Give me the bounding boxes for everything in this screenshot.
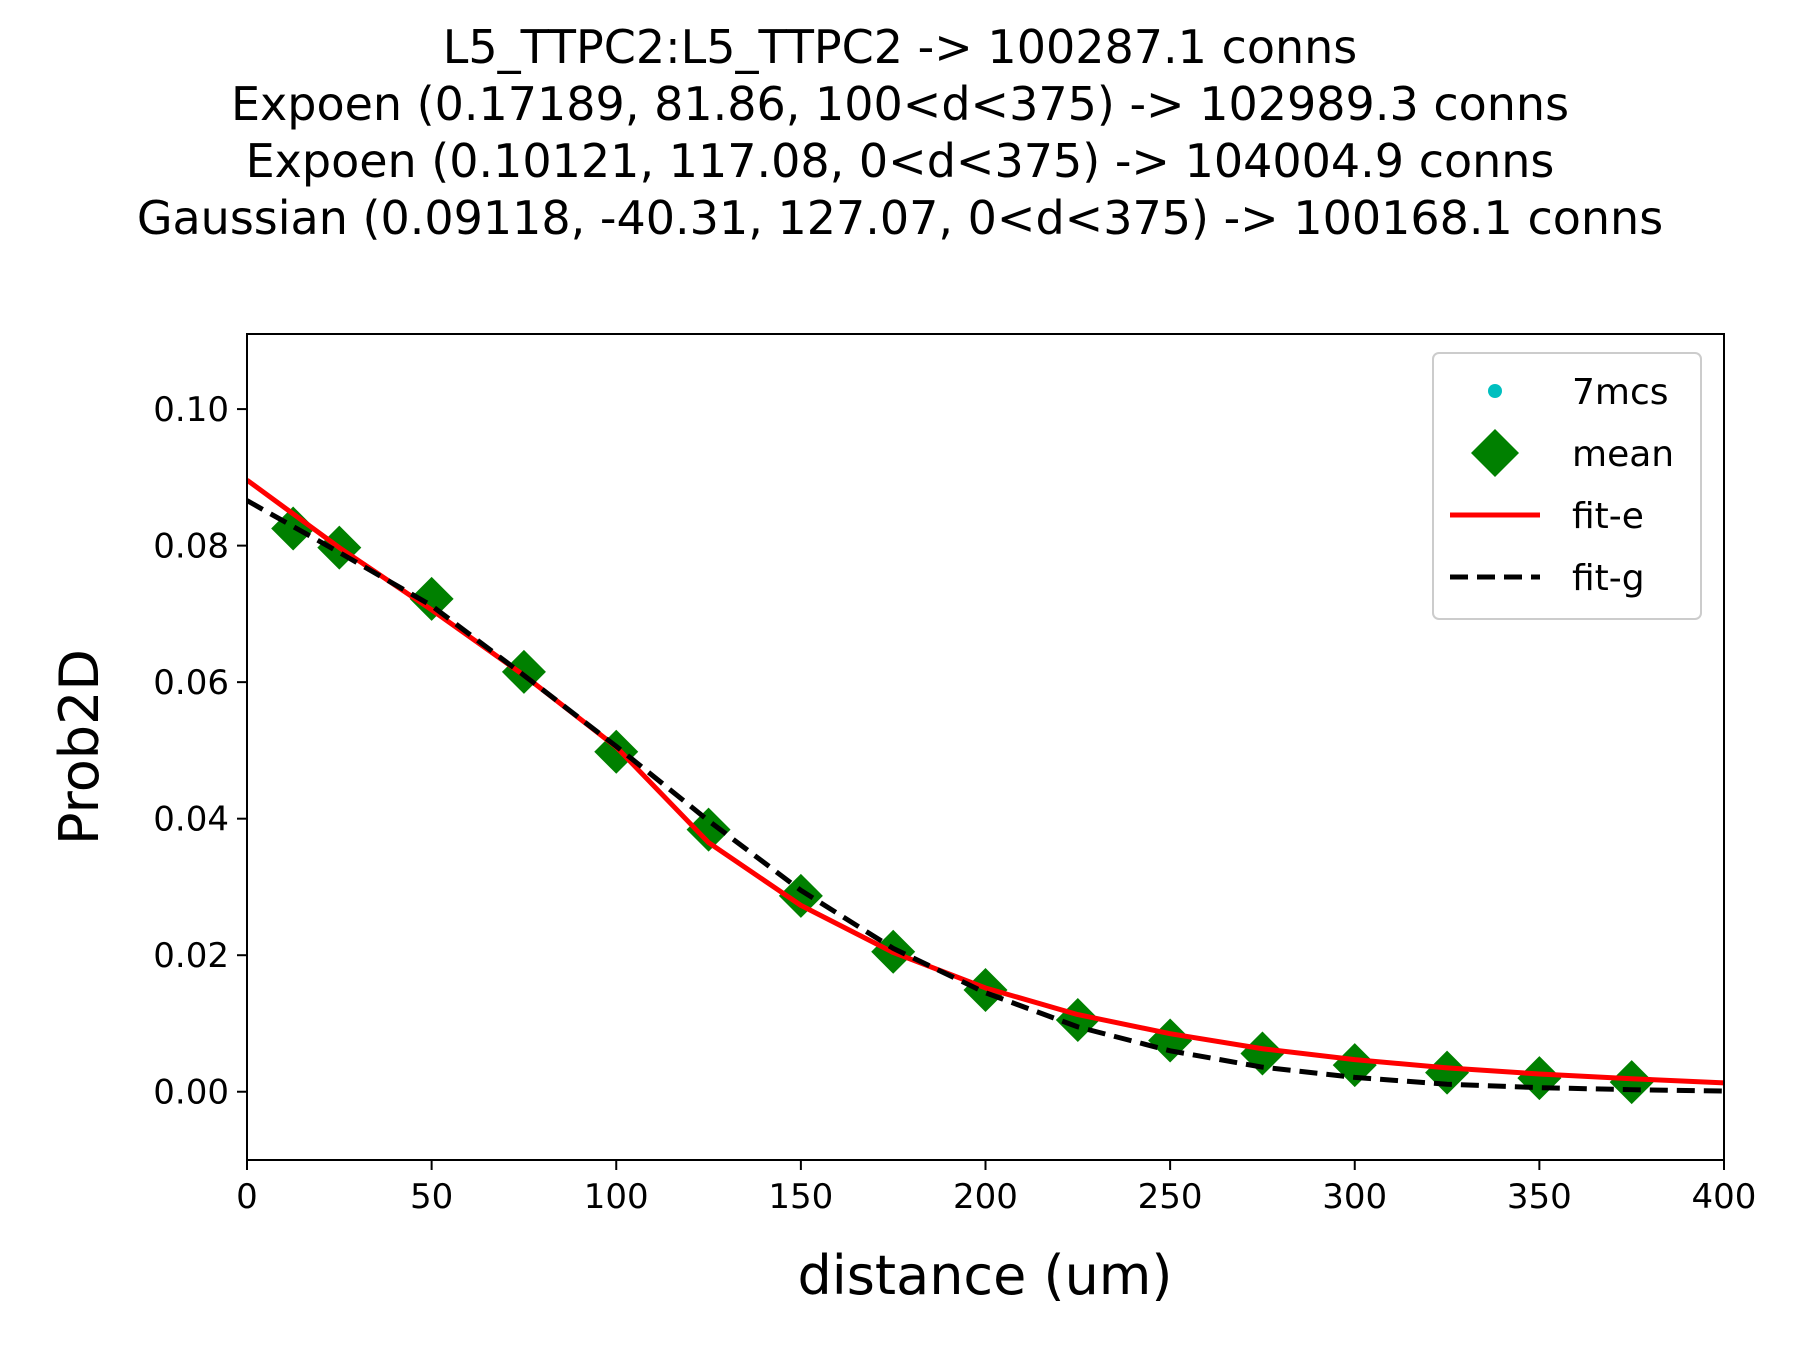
- legend-handle-mean: [1471, 429, 1519, 477]
- x-tick-label: 100: [584, 1177, 649, 1217]
- x-tick-label: 150: [768, 1177, 833, 1217]
- y-tick-label: 0.02: [153, 936, 229, 976]
- title-line-1: L5_TTPC2:L5_TTPC2 -> 100287.1 conns: [443, 20, 1358, 74]
- x-axis: 0 50 100 150 200 250 300 350 400: [236, 1160, 1756, 1217]
- x-tick-label: 350: [1507, 1177, 1572, 1217]
- legend-handle-7mcs: [1488, 384, 1502, 398]
- x-tick-label: 300: [1322, 1177, 1387, 1217]
- y-tick-label: 0.10: [153, 390, 229, 430]
- x-tick-label: 250: [1138, 1177, 1203, 1217]
- mean-point: [1148, 1018, 1193, 1063]
- y-axis: 0.00 0.02 0.04 0.06 0.08 0.10: [153, 390, 247, 1113]
- title-line-3: Expoen (0.10121, 117.08, 0<d<375) -> 104…: [246, 134, 1555, 188]
- legend-box: [1432, 352, 1702, 620]
- y-tick-label: 0.00: [153, 1073, 229, 1113]
- series-line-fit-g: [247, 498, 1724, 1094]
- y-axis-label: Prob2D: [48, 649, 111, 845]
- mean-point: [1425, 1050, 1470, 1095]
- mean-point: [778, 873, 823, 918]
- y-tick-label: 0.04: [153, 800, 229, 840]
- series-line-fit-e: [247, 478, 1724, 1086]
- title-line-4: Gaussian (0.09118, -40.31, 127.07, 0<d<3…: [137, 191, 1663, 245]
- legend-label-7mcs: 7mcs: [1572, 372, 1669, 413]
- legend-label-mean: mean: [1572, 434, 1674, 475]
- x-tick-label: 50: [410, 1177, 453, 1217]
- y-tick-label: 0.08: [153, 527, 229, 567]
- legend-label-fit-g: fit-g: [1572, 558, 1645, 599]
- mean-point: [1517, 1056, 1562, 1101]
- legend-label-fit-e: fit-e: [1572, 496, 1644, 537]
- y-tick-label: 0.06: [153, 663, 229, 703]
- legend: 7mcs mean fit-e fit-g: [1432, 352, 1702, 620]
- x-axis-label: distance (um): [798, 1244, 1173, 1307]
- x-tick-label: 200: [953, 1177, 1018, 1217]
- mean-point: [409, 576, 454, 621]
- x-tick-label: 400: [1692, 1177, 1757, 1217]
- title-line-2: Expoen (0.17189, 81.86, 100<d<375) -> 10…: [231, 77, 1569, 131]
- plot-area: [247, 478, 1724, 1105]
- chart-title: L5_TTPC2:L5_TTPC2 -> 100287.1 conns Expo…: [137, 20, 1663, 245]
- x-tick-label: 0: [236, 1177, 258, 1217]
- mean-point: [686, 807, 731, 852]
- mean-point: [1609, 1060, 1654, 1105]
